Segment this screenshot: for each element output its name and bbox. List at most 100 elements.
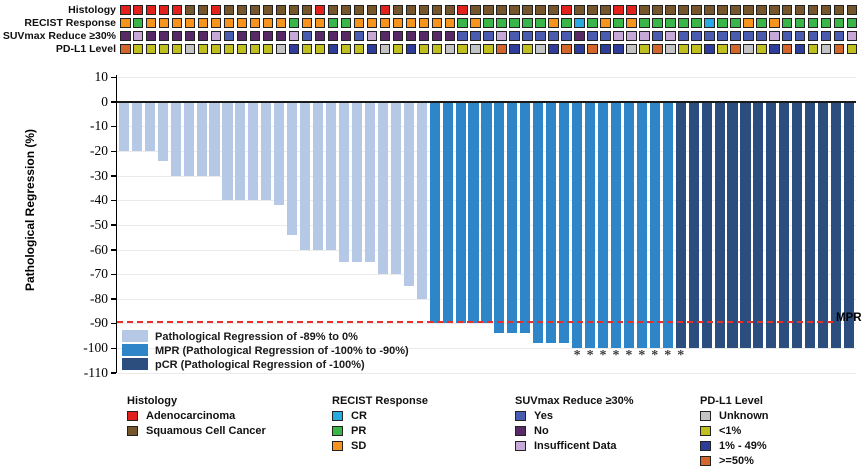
track-cell-recist xyxy=(509,17,520,28)
bar-partial xyxy=(326,102,337,250)
y-tick-label: -30 xyxy=(90,167,108,183)
y-tick-label: -90 xyxy=(90,315,108,331)
track-cell-histology xyxy=(781,4,793,15)
track-cell-recist xyxy=(340,17,352,28)
legend-label: Adenocarcinoma xyxy=(146,410,236,422)
bar-mpr xyxy=(546,102,557,344)
track-cell-pdl1 xyxy=(626,43,637,54)
track-cell-suvmax xyxy=(431,30,443,41)
y-tick xyxy=(110,224,116,226)
track-cell-recist xyxy=(236,17,248,28)
track-cell-recist xyxy=(418,17,430,28)
track-cell-pdl1 xyxy=(561,43,572,54)
bar-mpr xyxy=(636,102,647,349)
track-cell-pdl1 xyxy=(470,43,481,54)
track-cell-recist xyxy=(717,17,728,28)
track-cell-suvmax xyxy=(197,30,209,41)
track-cell-histology xyxy=(457,4,468,15)
track-cell-histology xyxy=(561,4,572,15)
bar-pcr xyxy=(792,102,803,349)
track-cell-recist xyxy=(120,17,131,28)
track-cell-recist xyxy=(301,17,313,28)
bar-pcr xyxy=(779,102,790,349)
track-cell-suvmax xyxy=(158,30,170,41)
legend-swatch-pdl1 xyxy=(700,426,711,436)
track-cell-suvmax xyxy=(833,30,845,41)
track-cell-pdl1 xyxy=(496,43,507,54)
legend-label: Squamous Cell Cancer xyxy=(146,425,266,437)
track-cell-histology xyxy=(665,4,676,15)
track-cell-pdl1 xyxy=(327,43,339,54)
track-cell-histology xyxy=(418,4,430,15)
mpr-threshold-line xyxy=(117,321,833,323)
track-cell-recist xyxy=(223,17,235,28)
track-cell-suvmax xyxy=(301,30,313,41)
bar-partial xyxy=(157,102,168,161)
bar-partial xyxy=(235,102,246,201)
bar-partial xyxy=(338,102,350,262)
gridline xyxy=(117,323,856,325)
track-cell-histology xyxy=(132,4,144,15)
track-cell-pdl1 xyxy=(678,43,689,54)
track-cell-recist xyxy=(652,17,663,28)
inplot-legend-swatch xyxy=(122,330,148,342)
y-tick-label: 0 xyxy=(101,93,108,109)
track-cell-pdl1 xyxy=(846,43,858,54)
track-cell-suvmax xyxy=(704,30,715,41)
track-cell-recist xyxy=(405,17,417,28)
track-cell-recist xyxy=(184,17,196,28)
legend-label: 1% - 49% xyxy=(719,440,767,452)
track-cell-histology xyxy=(236,4,248,15)
inplot-legend-swatch xyxy=(122,344,148,356)
inplot-legend-label: pCR (Pathological Regression of -100%) xyxy=(155,359,365,371)
legend-swatch-recist xyxy=(332,426,343,436)
track-cell-pdl1 xyxy=(743,43,754,54)
track-cell-suvmax xyxy=(392,30,404,41)
y-tick-label: -70 xyxy=(90,266,108,282)
legend-swatch-suvmax xyxy=(515,441,526,451)
track-cell-recist xyxy=(496,17,507,28)
track-cell-recist xyxy=(392,17,404,28)
y-tick-label: -50 xyxy=(90,216,108,232)
bar-mpr xyxy=(481,102,492,324)
track-cell-pdl1 xyxy=(262,43,274,54)
track-cell-suvmax xyxy=(820,30,832,41)
y-tick-label: -110 xyxy=(83,364,108,380)
track-cell-pdl1 xyxy=(587,43,598,54)
track-cell-suvmax xyxy=(184,30,196,41)
y-tick xyxy=(110,347,116,350)
track-cell-recist xyxy=(807,17,819,28)
track-cell-suvmax xyxy=(600,30,611,41)
track-cell-histology xyxy=(392,4,404,15)
track-cell-recist xyxy=(781,17,793,28)
track-cell-histology xyxy=(249,4,261,15)
bar-pcr xyxy=(753,102,764,349)
track-cell-pdl1 xyxy=(366,43,378,54)
track-cell-recist xyxy=(548,17,559,28)
bar-partial xyxy=(209,102,220,176)
track-cell-histology xyxy=(794,4,806,15)
track-cell-recist xyxy=(769,17,780,28)
track-cell-recist xyxy=(743,17,754,28)
track-cell-suvmax xyxy=(275,30,287,41)
track-cell-suvmax xyxy=(236,30,248,41)
track-cell-recist xyxy=(275,17,287,28)
track-cell-suvmax xyxy=(223,30,235,41)
track-cell-pdl1 xyxy=(833,43,845,54)
track-cell-histology xyxy=(509,4,520,15)
track-cell-histology xyxy=(807,4,819,15)
track-cell-suvmax xyxy=(145,30,157,41)
track-cell-suvmax xyxy=(340,30,352,41)
track-cell-suvmax xyxy=(327,30,339,41)
track-cell-recist xyxy=(431,17,443,28)
track-cell-histology xyxy=(210,4,222,15)
bar-partial xyxy=(390,102,401,275)
track-cell-histology xyxy=(587,4,598,15)
track-cell-recist xyxy=(288,17,300,28)
bar-partial xyxy=(364,102,375,262)
track-cell-recist xyxy=(794,17,806,28)
track-cell-recist xyxy=(132,17,144,28)
track-cell-recist xyxy=(561,17,572,28)
bar-partial xyxy=(196,102,207,176)
bar-partial xyxy=(416,102,427,299)
